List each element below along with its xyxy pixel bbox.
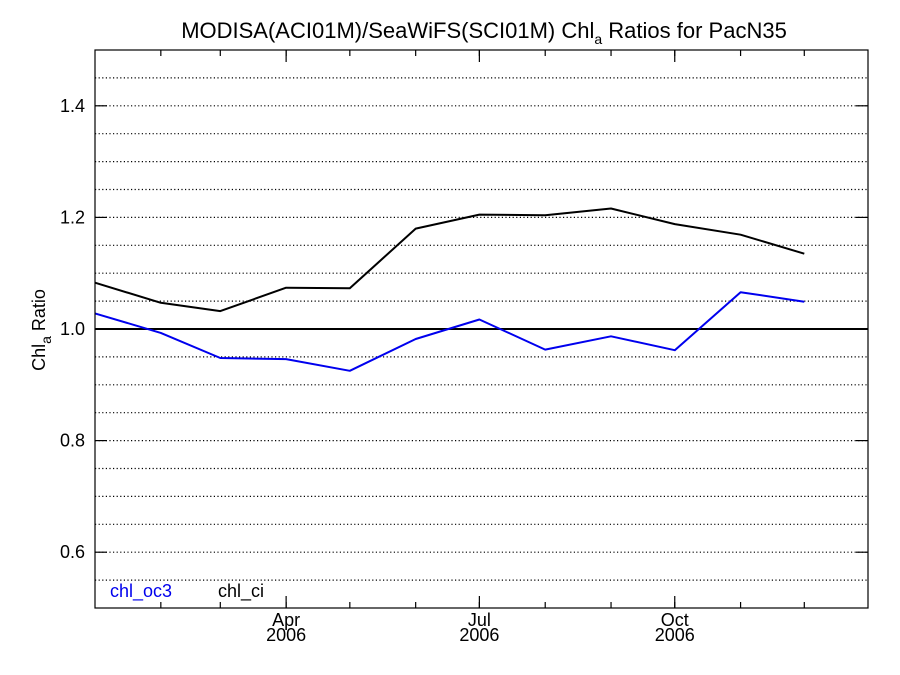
chart-title-rest: Ratios for PacN35: [602, 18, 787, 43]
x-tick-label: Oct: [661, 610, 689, 630]
x-tick-label: Jul: [468, 610, 491, 630]
legend-item-chl-ci: chl_ci: [218, 581, 264, 602]
x-tick-year-label: 2006: [655, 625, 695, 645]
y-tick-label: 0.8: [60, 431, 85, 451]
y-tick-label: 1.4: [60, 96, 85, 116]
x-tick-year-label: 2006: [266, 625, 306, 645]
chart-title-main: MODISA(ACI01M)/SeaWiFS(SCI01M) Chl: [181, 18, 594, 43]
y-axis-label: Chla Ratio: [29, 289, 54, 371]
series-group: [94, 207, 805, 372]
x-tick-label: Apr: [272, 610, 300, 630]
x-tick-year-label: 2006: [459, 625, 499, 645]
y-tick-label: 1.2: [60, 207, 85, 227]
y-axis-ticks: 0.6 0.8 1.0 1.2 1.4: [60, 96, 868, 562]
y-axis-label-rest: Ratio: [29, 289, 49, 336]
y-tick-label: 1.0: [60, 319, 85, 339]
series-line-chl-oc3: [94, 291, 805, 372]
series-line-chl-ci: [94, 207, 805, 313]
y-axis-label-subscript: a: [38, 336, 54, 344]
y-tick-label: 0.6: [60, 542, 85, 562]
plot-frame: [94, 49, 869, 609]
legend: chl_oc3 chl_ci: [110, 581, 264, 602]
chart-title: MODISA(ACI01M)/SeaWiFS(SCI01M) Chla Rati…: [181, 18, 787, 47]
chart-title-subscript: a: [594, 31, 602, 47]
y-axis-label-main: Chl: [29, 344, 49, 371]
legend-item-chl-oc3: chl_oc3: [110, 581, 172, 602]
